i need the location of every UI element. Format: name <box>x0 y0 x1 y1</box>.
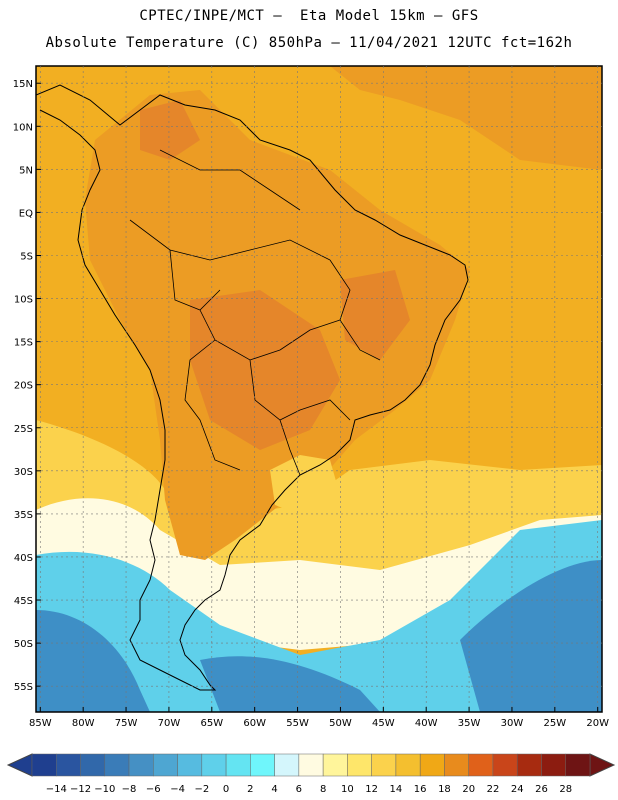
colorbar-label: 4 <box>271 784 277 795</box>
colorbar-label: 22 <box>487 784 500 795</box>
colorbar-label: 8 <box>320 784 326 795</box>
colorbar-swatch <box>128 753 154 777</box>
lat-label: 50S <box>14 639 33 650</box>
colorbar-swatch <box>516 753 542 777</box>
lon-label: 75W <box>115 718 138 729</box>
colorbar-swatch <box>371 753 397 777</box>
lat-label: 5S <box>20 251 33 262</box>
colorbar-label: −8 <box>122 784 137 795</box>
lat-label: 20S <box>14 381 33 392</box>
colorbar-label: −14 <box>46 784 67 795</box>
colorbar-label: 10 <box>341 784 354 795</box>
lon-label: 35W <box>458 718 481 729</box>
colorbar-label: 20 <box>462 784 475 795</box>
lon-label: 40W <box>415 718 438 729</box>
colorbar-label: 2 <box>247 784 253 795</box>
lat-label: 55S <box>14 682 33 693</box>
colder-patch-south <box>200 656 380 712</box>
colorbar-swatch <box>250 753 275 777</box>
colorbar-swatch <box>56 753 81 777</box>
colorbar-swatch <box>80 753 106 777</box>
lon-label: 25W <box>544 718 567 729</box>
colorbar-label: 16 <box>414 784 427 795</box>
colorbar-label: 26 <box>535 784 548 795</box>
colder-patch-southeast <box>460 560 602 712</box>
colorbar-label: −4 <box>170 784 185 795</box>
colorbar-swatch <box>492 753 518 777</box>
cold-band <box>36 520 602 712</box>
hot-patch-east <box>340 270 410 360</box>
colorbar-right-arrow <box>589 753 616 777</box>
colorbar-label: 18 <box>438 784 451 795</box>
lat-label: 30S <box>14 467 33 478</box>
colorbar-swatch <box>274 753 300 777</box>
lon-label: 65W <box>200 718 223 729</box>
lat-label: 15S <box>14 338 33 349</box>
lon-label: 20W <box>586 718 609 729</box>
colorbar-swatch <box>225 753 251 777</box>
lat-label: 35S <box>14 510 33 521</box>
lat-lon-grid <box>36 66 602 712</box>
map-field-layer <box>36 66 602 712</box>
colorbar-label: 12 <box>365 784 378 795</box>
colorbar-left-arrow <box>6 753 33 777</box>
colorbar-swatch <box>31 753 57 777</box>
colorbar-swatch <box>541 753 566 777</box>
colorbar-label: −12 <box>70 784 91 795</box>
colorbar-labels: −14 −12 −10 −8 −6 −4 −2 0 2 4 6 8 10 12 14 16 18 20 22 24 26… <box>46 784 572 795</box>
colorbar-swatch <box>322 753 348 777</box>
map-title-line1: CPTEC/INPE/MCT – Eta Model 15km – GFS <box>139 8 479 24</box>
colorbar-label: −6 <box>146 784 161 795</box>
lon-label: 60W <box>243 718 266 729</box>
hot-patch-interior <box>190 290 340 450</box>
colorbar-swatch <box>565 753 591 777</box>
lon-label: 55W <box>286 718 309 729</box>
colorbar-label: −2 <box>194 784 209 795</box>
colder-patch-southwest <box>36 610 150 712</box>
country-borders <box>129 149 381 476</box>
temperature-map: 15N 10N 5N EQ 5S 10S 15S 20S 25S 30S 35S 40S 45S 50S 5… <box>13 65 609 729</box>
lat-label: EQ <box>19 208 33 219</box>
south-america-coastline <box>36 84 469 691</box>
lon-label: 30W <box>501 718 524 729</box>
lon-label: 70W <box>158 718 181 729</box>
colorbar-swatch <box>298 753 324 777</box>
lat-label: 10N <box>13 122 33 133</box>
uruguay-cool-patch <box>270 455 340 515</box>
colorbar-swatch <box>104 753 130 777</box>
colorbar-swatch <box>347 753 372 777</box>
lon-label: 85W <box>29 718 52 729</box>
map-frame <box>35 65 603 713</box>
colorbar-label: −10 <box>94 784 115 795</box>
lat-label: 5N <box>19 165 33 176</box>
colorbar-swatch <box>153 753 178 777</box>
colorbar-swatch <box>444 753 469 777</box>
colorbar-swatch <box>395 753 421 777</box>
temperature-colorbar: −14 −12 −10 −8 −6 −4 −2 0 2 4 6 8 10 12 14 16 18 20 22 24 26… <box>6 753 616 795</box>
longitude-labels: 85W 80W 75W 70W 65W 60W 55W 50W 45W 40W 35W 30W 25W 2… <box>29 718 609 729</box>
latitude-labels: 15N 10N 5N EQ 5S 10S 15S 20S 25S 30S 35S 40S 45S 50S 5… <box>13 79 33 693</box>
colorbar-label: 24 <box>511 784 524 795</box>
lat-label: 25S <box>14 424 33 435</box>
lon-label: 45W <box>372 718 395 729</box>
colorbar-swatch <box>419 753 445 777</box>
lat-label: 45S <box>14 596 33 607</box>
colorbar-swatch <box>201 753 227 777</box>
lon-label: 80W <box>72 718 95 729</box>
colorbar-swatch <box>468 753 494 777</box>
lat-label: 40S <box>14 553 33 564</box>
colorbar-label: 0 <box>223 784 229 795</box>
colorbar-swatch <box>177 753 203 777</box>
lon-label: 50W <box>329 718 352 729</box>
colorbar-label: 14 <box>390 784 403 795</box>
colorbar-label: 28 <box>559 784 572 795</box>
lat-label: 15N <box>13 79 33 90</box>
map-title-line2: Absolute Temperature (C) 850hPa – 11/04/… <box>45 35 573 51</box>
hot-patch-north <box>140 100 200 160</box>
tropical-atlantic-warm-band <box>330 66 602 170</box>
lat-label: 10S <box>14 295 33 306</box>
colorbar-swatches <box>6 753 616 777</box>
colorbar-label: 6 <box>296 784 302 795</box>
